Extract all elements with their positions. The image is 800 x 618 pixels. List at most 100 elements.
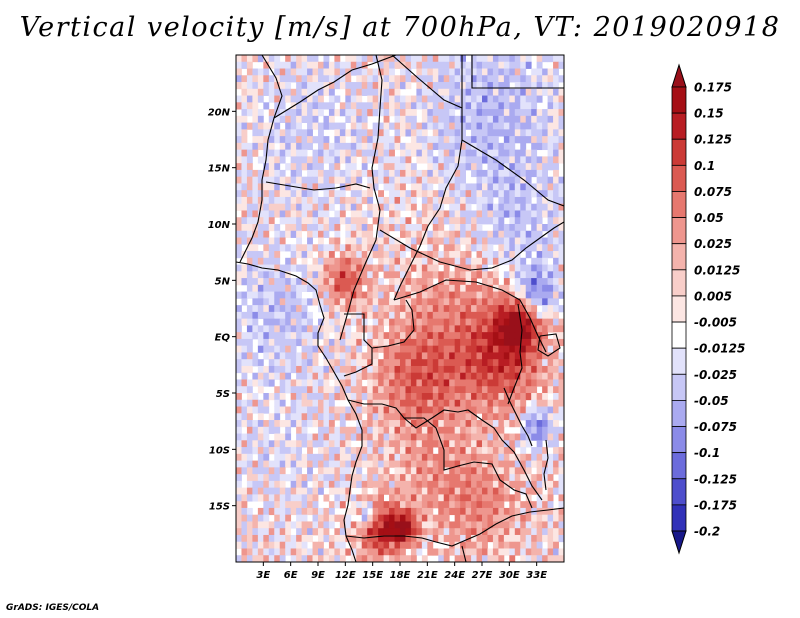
field-cell <box>427 534 434 543</box>
field-cell <box>460 61 466 69</box>
field-cell <box>400 420 406 428</box>
field-cell <box>274 338 281 347</box>
field-cell <box>334 311 341 320</box>
field-cell <box>252 102 259 110</box>
field-cell <box>438 480 445 489</box>
field-cell <box>301 183 308 191</box>
field-cell <box>443 365 450 374</box>
field-cell <box>465 541 472 549</box>
field-cell <box>460 528 466 536</box>
field-cell <box>274 75 281 83</box>
field-cell <box>514 332 521 340</box>
field-cell <box>520 507 527 516</box>
field-cell <box>509 501 516 509</box>
field-cell <box>476 453 483 461</box>
field-cell <box>378 379 384 387</box>
field-cell <box>383 244 390 252</box>
field-cell <box>465 311 472 320</box>
field-cell <box>378 338 384 347</box>
field-cell <box>509 284 516 292</box>
field-cell <box>416 413 423 421</box>
field-cell <box>487 230 494 238</box>
field-cell <box>361 528 368 536</box>
field-cell <box>547 271 554 279</box>
field-cell <box>416 541 423 549</box>
field-cell <box>378 217 384 225</box>
field-cell <box>525 203 532 211</box>
field-cell <box>449 210 456 218</box>
field-cell <box>514 359 521 367</box>
field-cell <box>487 534 494 543</box>
field-cell <box>252 169 259 178</box>
field-cell <box>378 345 384 353</box>
field-cell <box>509 136 516 144</box>
field-cell <box>268 109 275 117</box>
field-cell <box>487 426 494 434</box>
field-cell <box>301 129 308 137</box>
field-cell <box>246 196 253 205</box>
field-cell <box>471 487 477 495</box>
field-cell <box>323 217 330 225</box>
field-cell <box>318 257 324 265</box>
field-cell <box>290 494 297 502</box>
field-cell <box>372 271 379 279</box>
field-cell <box>356 393 363 401</box>
field-cell <box>339 210 346 218</box>
field-cell <box>274 230 281 238</box>
colorbar-band <box>671 269 687 297</box>
field-cell <box>471 426 477 434</box>
field-cell <box>312 136 319 144</box>
field-cell <box>241 149 248 157</box>
field-cell <box>290 122 297 130</box>
field-cell <box>503 548 510 556</box>
field-cell <box>520 163 527 171</box>
field-cell <box>257 129 264 137</box>
field-cell <box>246 102 253 110</box>
field-cell <box>449 115 456 123</box>
field-cell <box>525 102 532 110</box>
field-cell <box>323 352 330 360</box>
field-cell <box>498 528 505 536</box>
field-cell <box>536 399 543 407</box>
field-cell <box>536 480 543 489</box>
field-cell <box>509 406 516 414</box>
field-cell <box>492 88 499 96</box>
field-cell <box>503 190 510 198</box>
field-cell <box>301 379 308 387</box>
field-cell <box>318 264 324 272</box>
field-cell <box>252 541 259 549</box>
field-cell <box>476 528 483 536</box>
field-cell <box>367 55 374 63</box>
field-cell <box>263 210 270 218</box>
field-cell <box>361 514 368 522</box>
field-cell <box>460 440 466 448</box>
field-cell <box>296 230 302 238</box>
field-cell <box>471 149 477 157</box>
field-cell <box>383 420 390 428</box>
field-cell <box>487 129 494 137</box>
field-cell <box>383 88 390 96</box>
field-cell <box>427 142 434 151</box>
field-cell <box>410 55 417 63</box>
field-cell <box>531 352 538 360</box>
field-cell <box>389 541 395 549</box>
field-cell <box>449 75 456 83</box>
field-cell <box>460 501 466 509</box>
field-cell <box>246 413 253 421</box>
field-cell <box>246 142 253 151</box>
field-cell <box>334 386 341 394</box>
field-cell <box>246 528 253 536</box>
field-cell <box>361 318 368 326</box>
field-cell <box>531 210 538 218</box>
field-cell <box>476 142 483 151</box>
field-cell <box>492 325 499 333</box>
field-cell <box>356 68 363 76</box>
field-cell <box>427 332 434 340</box>
field-cell <box>290 487 297 495</box>
field-cell <box>257 237 264 245</box>
field-cell <box>339 75 346 83</box>
field-cell <box>323 183 330 191</box>
field-cell <box>263 196 270 205</box>
field-cell <box>296 440 302 448</box>
field-cell <box>427 433 434 441</box>
